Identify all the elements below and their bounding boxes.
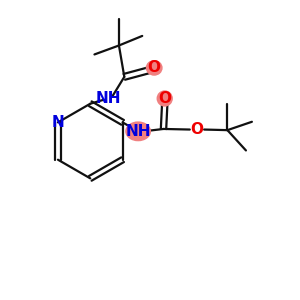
- Text: NH: NH: [125, 124, 151, 139]
- Ellipse shape: [146, 61, 162, 75]
- Text: N: N: [52, 115, 64, 130]
- Text: O: O: [190, 122, 203, 137]
- Text: NH: NH: [96, 91, 122, 106]
- Ellipse shape: [126, 122, 150, 141]
- Text: O: O: [158, 91, 171, 106]
- Text: O: O: [148, 60, 161, 75]
- Ellipse shape: [157, 91, 172, 106]
